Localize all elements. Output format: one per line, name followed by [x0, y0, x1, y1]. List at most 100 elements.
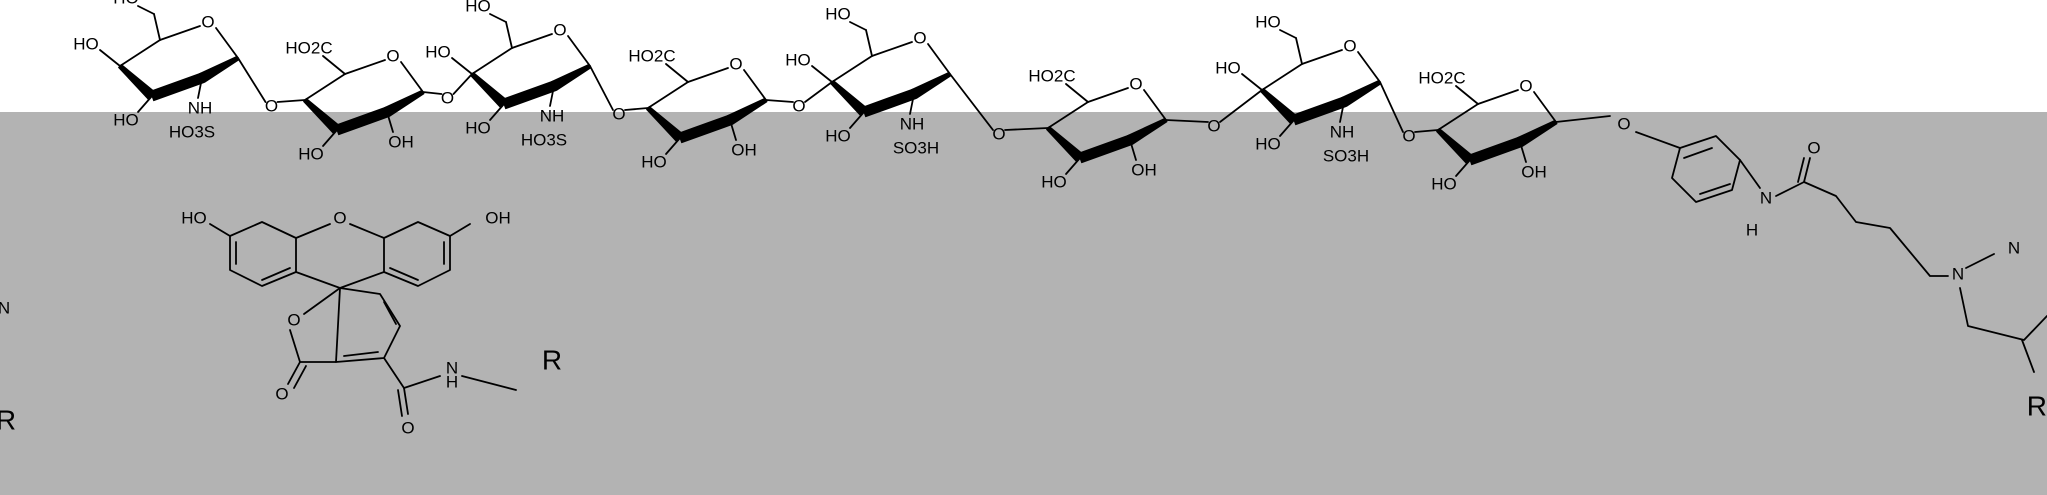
bond-line — [287, 361, 301, 385]
glycosidic-bond — [589, 65, 614, 111]
bond-line — [1455, 159, 1471, 177]
glycosidic-oxygen-label: O — [1402, 127, 1415, 146]
glycosidic-bond — [949, 73, 994, 131]
atom-label-hydroxyl-right: OH — [388, 133, 414, 152]
ring-bond — [1143, 89, 1167, 121]
bond-line — [1295, 37, 1303, 65]
bond-line — [811, 65, 833, 83]
bond-line — [665, 63, 689, 83]
ring-wedge-bond — [830, 80, 868, 117]
bond-line — [1279, 119, 1295, 137]
atom-label-hydroxyl: HO — [825, 127, 851, 146]
triazole-nitrogen-label: N — [2008, 239, 2020, 258]
atom-label-hydroxyl: HO — [298, 145, 324, 164]
phthalide-benzene-ring — [335, 287, 401, 363]
bond-line — [383, 357, 405, 389]
atom-label-hydroxyl-right: OH — [1131, 161, 1157, 180]
phenol-label-right: OH — [485, 209, 511, 228]
r-group-label-center: R — [542, 345, 562, 376]
bond-line — [1279, 29, 1297, 39]
ring-bond — [831, 55, 873, 83]
bond-line — [1519, 141, 1527, 163]
bond-line — [909, 93, 915, 115]
bond-line — [322, 55, 346, 75]
atom-label-hydroxyl: HO — [1431, 175, 1457, 194]
bond-line — [209, 223, 231, 237]
bond-line — [1339, 101, 1345, 123]
bond-line — [2021, 339, 2035, 373]
clipped-nitrogen-label: N — [0, 299, 10, 318]
amine-label: NH — [900, 115, 925, 134]
bond-line — [293, 365, 307, 389]
ether-oxygen-label: O — [1617, 115, 1630, 134]
bond-line — [295, 271, 341, 289]
carboxyl-label: HO2C — [285, 39, 332, 58]
benzene-ring — [1671, 135, 1741, 203]
glycosidic-bond — [1165, 119, 1209, 123]
bond-line — [322, 129, 338, 147]
xanthene-left-ring — [229, 221, 331, 287]
atom-label-hydroxyl: HO — [1255, 135, 1281, 154]
atom-label-hydroxyl: HO — [73, 35, 99, 54]
bond-line — [386, 111, 394, 133]
bond-line — [451, 57, 473, 75]
ring-oxygen-label: O — [553, 21, 566, 40]
amide-hydrogen-label: H — [1746, 221, 1758, 240]
ring-bond — [871, 41, 913, 57]
atom-label-hydroxyl: HO — [641, 153, 667, 172]
glycosidic-oxygen-label: O — [265, 97, 278, 116]
bond-line — [99, 49, 121, 67]
lactone-bond — [303, 287, 341, 315]
ring-bond — [400, 61, 424, 93]
ring-bond — [1047, 101, 1089, 129]
atom-label-hydroxyl-right: OH — [1521, 163, 1547, 182]
aromatic-double-bond — [1699, 183, 1731, 195]
glycosidic-oxygen-label: O — [1207, 117, 1220, 136]
ring-wedge-bond — [911, 71, 952, 99]
atom-label-hydroxyl: HO — [825, 5, 851, 24]
ring-bond — [687, 67, 729, 83]
bond-line — [1129, 139, 1137, 161]
bond-line — [505, 21, 513, 49]
bond-line — [665, 137, 681, 155]
atom-label-hydroxyl: HO — [785, 51, 811, 70]
bond-line — [197, 77, 203, 99]
atom-label-hydroxyl: HO — [1041, 173, 1067, 192]
ring-wedge-bond — [470, 72, 508, 109]
bond-line — [1241, 73, 1263, 91]
glycosidic-oxygen-label: O — [612, 105, 625, 124]
glycosidic-bond — [422, 91, 443, 95]
atom-label-hydroxyl: HO — [113, 111, 139, 130]
bond-line — [865, 29, 873, 57]
glycosidic-bond — [765, 99, 794, 103]
ring-bond — [471, 47, 513, 75]
ring-bond — [1533, 91, 1557, 123]
sulfo-label: HO3S — [169, 123, 215, 142]
ring-bond — [1477, 89, 1519, 105]
amide-nitrogen-label: N — [1760, 189, 1772, 208]
atom-label-hydroxyl: HO — [425, 43, 451, 62]
ring-oxygen-label: O — [729, 55, 742, 74]
r-group-label-right: R — [2027, 391, 2047, 422]
atom-label-layer: OHOHOHONHHO3SOHO2CHOOHOHOHOHONHHO3SOHO2C… — [0, 0, 2047, 438]
bond-line — [849, 21, 867, 31]
glycosidic-bond — [1414, 129, 1439, 133]
glycosidic-bond — [804, 81, 833, 103]
triazole-ring — [1959, 287, 2047, 341]
ring-oxygen-label: O — [913, 29, 926, 48]
amine-label: NH — [188, 99, 213, 118]
glycosidic-bond — [624, 107, 649, 111]
amine-label: NH — [540, 107, 565, 126]
bond-line — [1797, 157, 1805, 183]
bond-line — [849, 111, 865, 129]
ring-oxygen-label: O — [1129, 75, 1142, 94]
aromatic-double-bond — [383, 301, 397, 325]
ring-bond — [1437, 103, 1479, 131]
ring-wedge-bond — [149, 72, 205, 102]
triazole-nitrogen-label: N — [1952, 265, 1964, 284]
bond-line — [153, 13, 161, 41]
bond-line — [461, 375, 517, 391]
aromatic-double-bond — [343, 351, 379, 357]
lactone-oxygen-label: O — [287, 311, 300, 330]
